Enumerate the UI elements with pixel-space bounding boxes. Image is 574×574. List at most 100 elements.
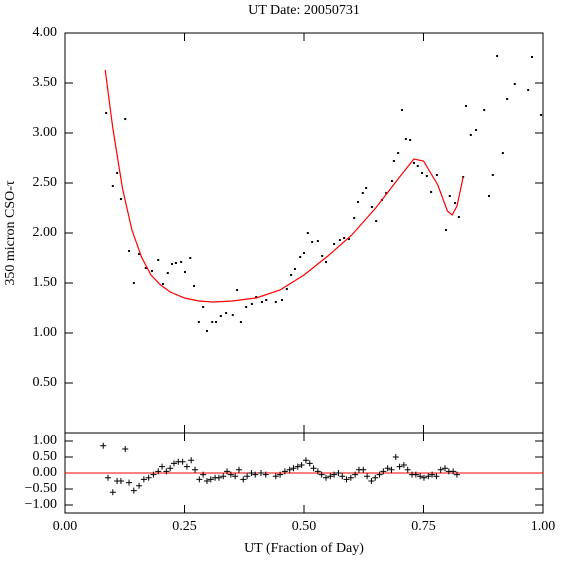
residual-point [417, 473, 424, 480]
data-point [370, 206, 373, 208]
data-point [338, 239, 341, 241]
y-tick-label: 1.50 [33, 275, 58, 290]
residual-point [433, 473, 440, 480]
data-point [448, 195, 451, 197]
residual-point [327, 473, 334, 480]
y-tick-label: 3.00 [33, 125, 58, 140]
data-point [361, 192, 364, 194]
residual-point [437, 466, 444, 473]
data-point [105, 112, 108, 114]
residual-point [277, 471, 284, 478]
data-point [236, 289, 239, 291]
data-point [116, 172, 119, 174]
y-axis-label: 350 micron CSO-τ [3, 180, 18, 286]
data-point [150, 270, 153, 272]
residual-point [281, 468, 288, 475]
residual-point [322, 474, 329, 481]
data-point [205, 330, 208, 332]
residual-point [388, 466, 395, 473]
plot-frame [64, 32, 544, 434]
data-point [435, 174, 438, 176]
residual-point [372, 474, 379, 481]
residual-point [105, 474, 112, 481]
residual-point [400, 462, 407, 468]
data-point [527, 89, 530, 91]
data-point [375, 220, 378, 222]
data-point [171, 263, 174, 265]
y-tick-label: 3.50 [33, 75, 58, 90]
data-point [487, 195, 490, 197]
data-point [174, 262, 177, 264]
residual-point [167, 465, 174, 472]
residual-point [155, 468, 162, 475]
residual-point [404, 466, 411, 473]
residual-point [109, 489, 116, 496]
data-point [397, 152, 400, 154]
data-point [306, 232, 309, 234]
data-point [290, 274, 293, 276]
residual-point [240, 476, 247, 483]
data-point [274, 301, 277, 303]
residual-point [192, 466, 199, 473]
residual-point [183, 463, 190, 470]
data-point [475, 129, 478, 131]
data-point [540, 114, 543, 116]
data-point [138, 253, 141, 255]
data-point [444, 229, 447, 231]
data-point [469, 134, 472, 136]
residual-point [384, 465, 391, 472]
data-point [215, 321, 218, 323]
chart-title: UT Date: 20050731 [248, 3, 360, 18]
residual-point [420, 474, 427, 481]
residual-point [290, 465, 297, 472]
residual-point [453, 471, 460, 478]
residual-point [122, 446, 129, 452]
residual-point [294, 463, 301, 470]
residual-point [130, 487, 137, 494]
data-point [353, 217, 356, 219]
residual-point [425, 473, 432, 480]
residual-point [331, 471, 338, 478]
data-point [299, 256, 302, 258]
fit-line [104, 69, 464, 303]
data-point [483, 109, 486, 111]
data-point [385, 192, 388, 194]
residual-point [215, 474, 222, 481]
residual-point [140, 476, 147, 483]
residual-point [314, 468, 321, 475]
data-point [219, 315, 222, 317]
residual-point [298, 462, 305, 468]
data-point [425, 175, 428, 177]
y-tick-label: −0.50 [25, 481, 57, 496]
y-tick-label: 2.50 [33, 175, 58, 190]
data-point [513, 83, 516, 85]
data-point [144, 267, 147, 269]
data-point [293, 268, 296, 270]
residual-point [339, 473, 346, 480]
residual-point [343, 476, 350, 483]
y-tick-label: 2.00 [33, 225, 58, 240]
data-point [343, 237, 346, 239]
residual-point [232, 473, 239, 480]
residual-point [396, 463, 403, 470]
residual-point [380, 468, 387, 475]
data-point [392, 160, 395, 162]
residual-point [196, 476, 203, 483]
residual-point [220, 473, 227, 480]
data-point [416, 165, 419, 167]
residual-point [163, 468, 170, 475]
residual-point [100, 442, 107, 449]
x-tick-label: 0.50 [292, 519, 317, 534]
data-point [357, 201, 360, 203]
data-point [197, 321, 200, 323]
data-point [166, 272, 169, 274]
residual-point [159, 463, 166, 470]
data-point [250, 303, 253, 305]
data-point [281, 299, 284, 301]
data-point [321, 255, 324, 257]
x-tick-label: 0.75 [411, 519, 436, 534]
data-point [404, 138, 407, 140]
residual-point [360, 466, 367, 473]
data-point [255, 296, 258, 298]
y-tick-label: 0.50 [33, 375, 58, 390]
